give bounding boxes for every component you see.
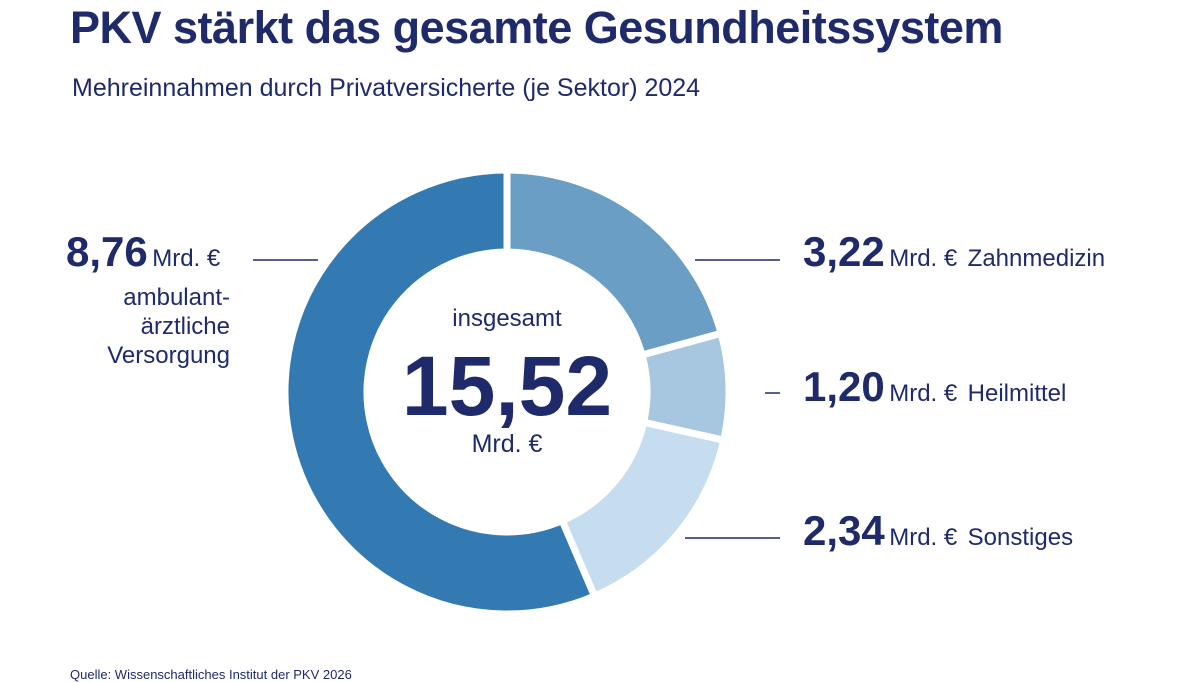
page-title: PKV stärkt das gesamte Gesundheitssystem xyxy=(70,2,1003,53)
unit: Mrd. € xyxy=(152,245,221,272)
category-line: ärztliche xyxy=(140,313,230,340)
slice-ambulant-ärztliche-versorgung xyxy=(281,166,600,618)
value: 8,76 xyxy=(66,228,148,275)
value: 3,22 xyxy=(803,228,885,275)
category-line: ambulant- xyxy=(123,284,230,311)
center-label: insgesamt xyxy=(452,305,562,332)
label-zahnmedizin: 3,22 Mrd. € Zahnmedizin xyxy=(803,228,1105,276)
unit: Mrd. € xyxy=(889,380,958,407)
value: 2,34 xyxy=(803,507,885,554)
category: Heilmittel xyxy=(967,380,1067,407)
unit: Mrd. € xyxy=(889,524,958,551)
subtitle: Mehreinnahmen durch Privatversicherte (j… xyxy=(72,74,701,102)
category-line: Versorgung xyxy=(107,342,230,369)
unit: Mrd. € xyxy=(889,245,958,272)
label-ambulant-value: 8,76 Mrd. € xyxy=(66,228,220,276)
label-sonstiges: 2,34 Mrd. € Sonstiges xyxy=(803,507,1073,555)
label-heilmittel: 1,20 Mrd. € Heilmittel xyxy=(803,363,1066,411)
category: Zahnmedizin xyxy=(967,245,1106,272)
label-ambulant-category: ambulant- ärztliche Versorgung xyxy=(60,283,230,370)
slice-zahnmedizin xyxy=(503,166,726,360)
category: Sonstiges xyxy=(967,524,1074,551)
center-value: 15,52 xyxy=(401,339,613,433)
value: 1,20 xyxy=(803,363,885,410)
center-unit: Mrd. € xyxy=(471,430,543,458)
